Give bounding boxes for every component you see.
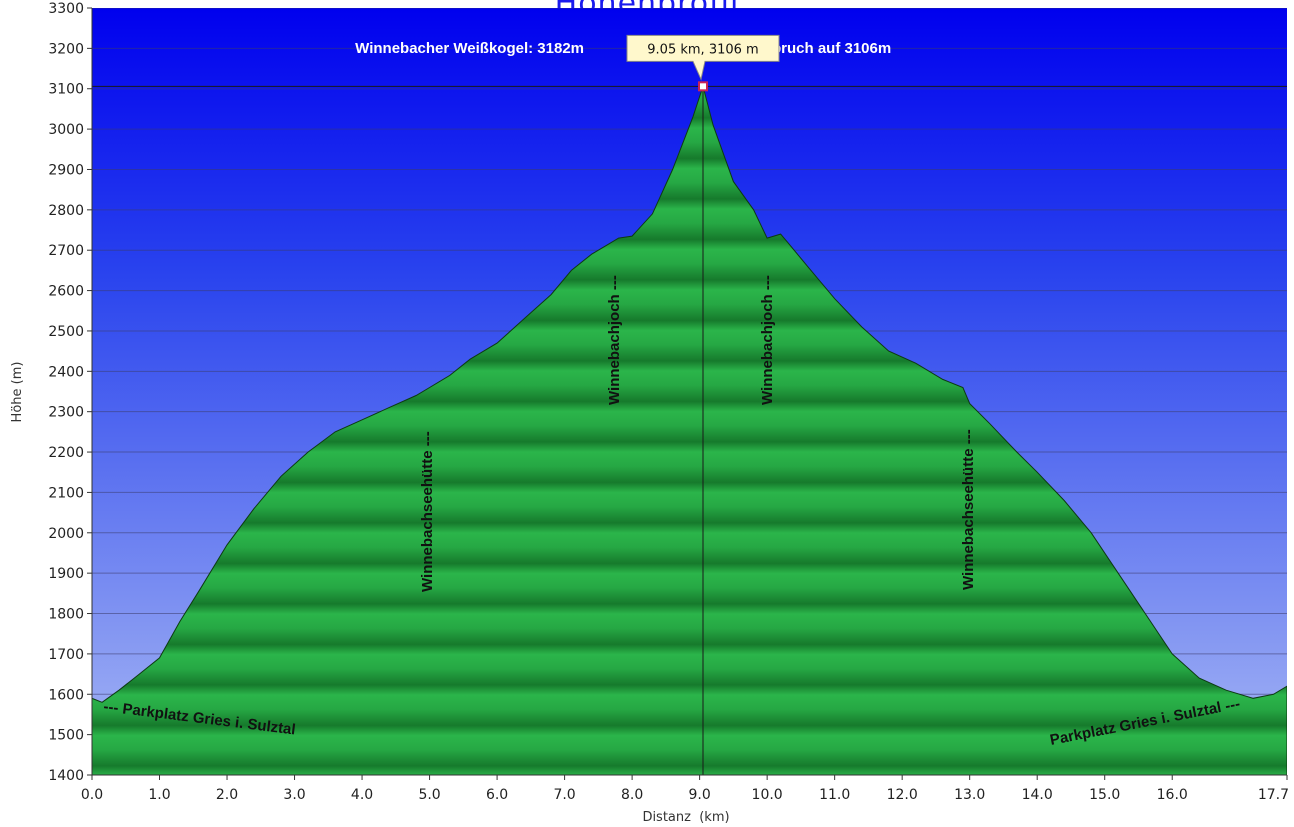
x-axis-title: Distanz (km) [642, 810, 729, 825]
x-tick-label: 13.0 [954, 787, 985, 803]
annotation-summit-right: Abbruch auf 3106m [752, 40, 891, 57]
x-tick-label: 8.0 [621, 787, 643, 803]
y-tick-label: 2300 [48, 405, 84, 421]
y-tick-label: 1900 [48, 566, 84, 582]
y-tick-label: 1400 [48, 768, 84, 784]
y-tick-label: 2400 [48, 364, 84, 380]
y-tick-label: 2800 [48, 203, 84, 219]
x-tick-label: 7.0 [553, 787, 575, 803]
tooltip-text: 9.05 km, 3106 m [647, 42, 758, 57]
x-tick-label: 2.0 [216, 787, 238, 803]
y-tick-label: 2700 [48, 243, 84, 259]
x-tick-label: 6.0 [486, 787, 508, 803]
x-tick-label: 16.0 [1157, 787, 1188, 803]
y-tick-label: 1600 [48, 687, 84, 703]
y-axis-ticks: 1400 1500 1600 1700 1800 1900 2000 2100 2200 2300… [48, 1, 92, 784]
x-tick-label: 5.0 [418, 787, 440, 803]
y-tick-label: 3100 [48, 82, 84, 98]
y-tick-label: 2100 [48, 485, 84, 501]
x-tick-label: 10.0 [752, 787, 783, 803]
annotation-joch-left: Winnebachjoch --- [606, 275, 623, 405]
x-tick-label: 1.0 [148, 787, 170, 803]
annotation-hut-left: Winnebachseehütte --- [419, 431, 436, 592]
y-tick-label: 1800 [48, 607, 84, 623]
y-tick-label: 1700 [48, 647, 84, 663]
y-tick-label: 3000 [48, 122, 84, 138]
highest-point-marker[interactable] [698, 81, 709, 92]
annotation-summit-left: Winnebacher Weißkogel: 3182m [355, 40, 584, 57]
elevation-area [92, 84, 1287, 775]
y-tick-label: 2900 [48, 162, 84, 178]
y-tick-label: 3300 [48, 1, 84, 17]
y-tick-label: 2500 [48, 324, 84, 340]
y-tick-label: 2600 [48, 284, 84, 300]
x-tick-label: 17.7 [1258, 787, 1289, 803]
x-tick-label: 4.0 [351, 787, 373, 803]
annotation-joch-right: Winnebachjoch --- [759, 275, 776, 405]
y-tick-label: 2000 [48, 526, 84, 542]
x-tick-label: 11.0 [819, 787, 850, 803]
annotation-hut-right: Winnebachseehütte --- [960, 429, 977, 590]
y-tick-label: 3200 [48, 41, 84, 57]
tooltip: 9.05 km, 3106 m [626, 34, 780, 81]
tooltip-box [626, 34, 780, 81]
y-tick-label: 1500 [48, 728, 84, 744]
x-tick-label: 0.0 [81, 787, 103, 803]
x-tick-label: 14.0 [1022, 787, 1053, 803]
x-tick-label: 15.0 [1089, 787, 1120, 803]
x-tick-label: 9.0 [688, 787, 710, 803]
y-tick-label: 2200 [48, 445, 84, 461]
x-axis-ticks: 0.0 1.0 2.0 3.0 4.0 5.0 6.0 7.0 8.0 9.0 10.0 11.0 12… [81, 775, 1289, 803]
y-axis-title: Höhe (m) [10, 362, 25, 423]
x-tick-label: 3.0 [283, 787, 305, 803]
x-tick-label: 12.0 [887, 787, 918, 803]
